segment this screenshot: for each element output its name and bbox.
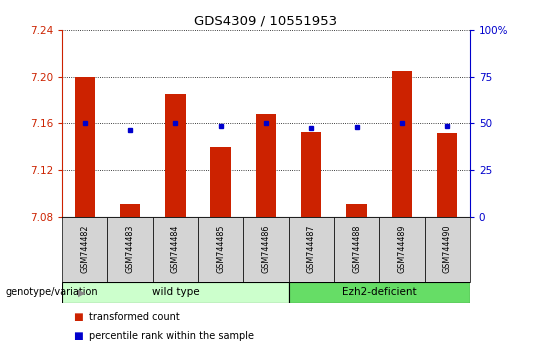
Bar (198, 217, 244, 282)
Bar (288, 282, 470, 303)
Text: ■: ■ (73, 312, 83, 322)
Text: percentile rank within the sample: percentile rank within the sample (89, 331, 254, 341)
Bar (120, 204, 140, 217)
Bar (301, 132, 321, 217)
Text: Ezh2-deficient: Ezh2-deficient (342, 287, 416, 297)
Bar (62, 217, 107, 282)
Title: GDS4309 / 10551953: GDS4309 / 10551953 (194, 15, 338, 28)
Text: GSM744484: GSM744484 (171, 224, 180, 273)
Bar (165, 94, 186, 217)
Bar (75, 77, 95, 217)
Bar (256, 114, 276, 217)
Text: GSM744483: GSM744483 (126, 224, 134, 273)
Text: ■: ■ (73, 331, 83, 341)
Bar (62, 282, 288, 303)
Text: GSM744485: GSM744485 (216, 224, 225, 273)
Text: GSM744488: GSM744488 (352, 224, 361, 273)
Bar (437, 133, 457, 217)
Text: GSM744482: GSM744482 (80, 224, 89, 273)
Text: GSM744486: GSM744486 (261, 224, 271, 273)
Bar (244, 217, 288, 282)
Bar (153, 217, 198, 282)
Bar (379, 217, 424, 282)
Bar (211, 147, 231, 217)
Bar (346, 204, 367, 217)
Bar (334, 217, 379, 282)
Text: genotype/variation: genotype/variation (5, 287, 98, 297)
Text: GSM744487: GSM744487 (307, 224, 316, 273)
Text: ▶: ▶ (78, 287, 86, 297)
Text: GSM744490: GSM744490 (443, 224, 451, 273)
Bar (392, 71, 412, 217)
Bar (288, 217, 334, 282)
Text: wild type: wild type (152, 287, 199, 297)
Bar (424, 217, 470, 282)
Bar (107, 217, 153, 282)
Text: transformed count: transformed count (89, 312, 180, 322)
Text: GSM744489: GSM744489 (397, 224, 406, 273)
